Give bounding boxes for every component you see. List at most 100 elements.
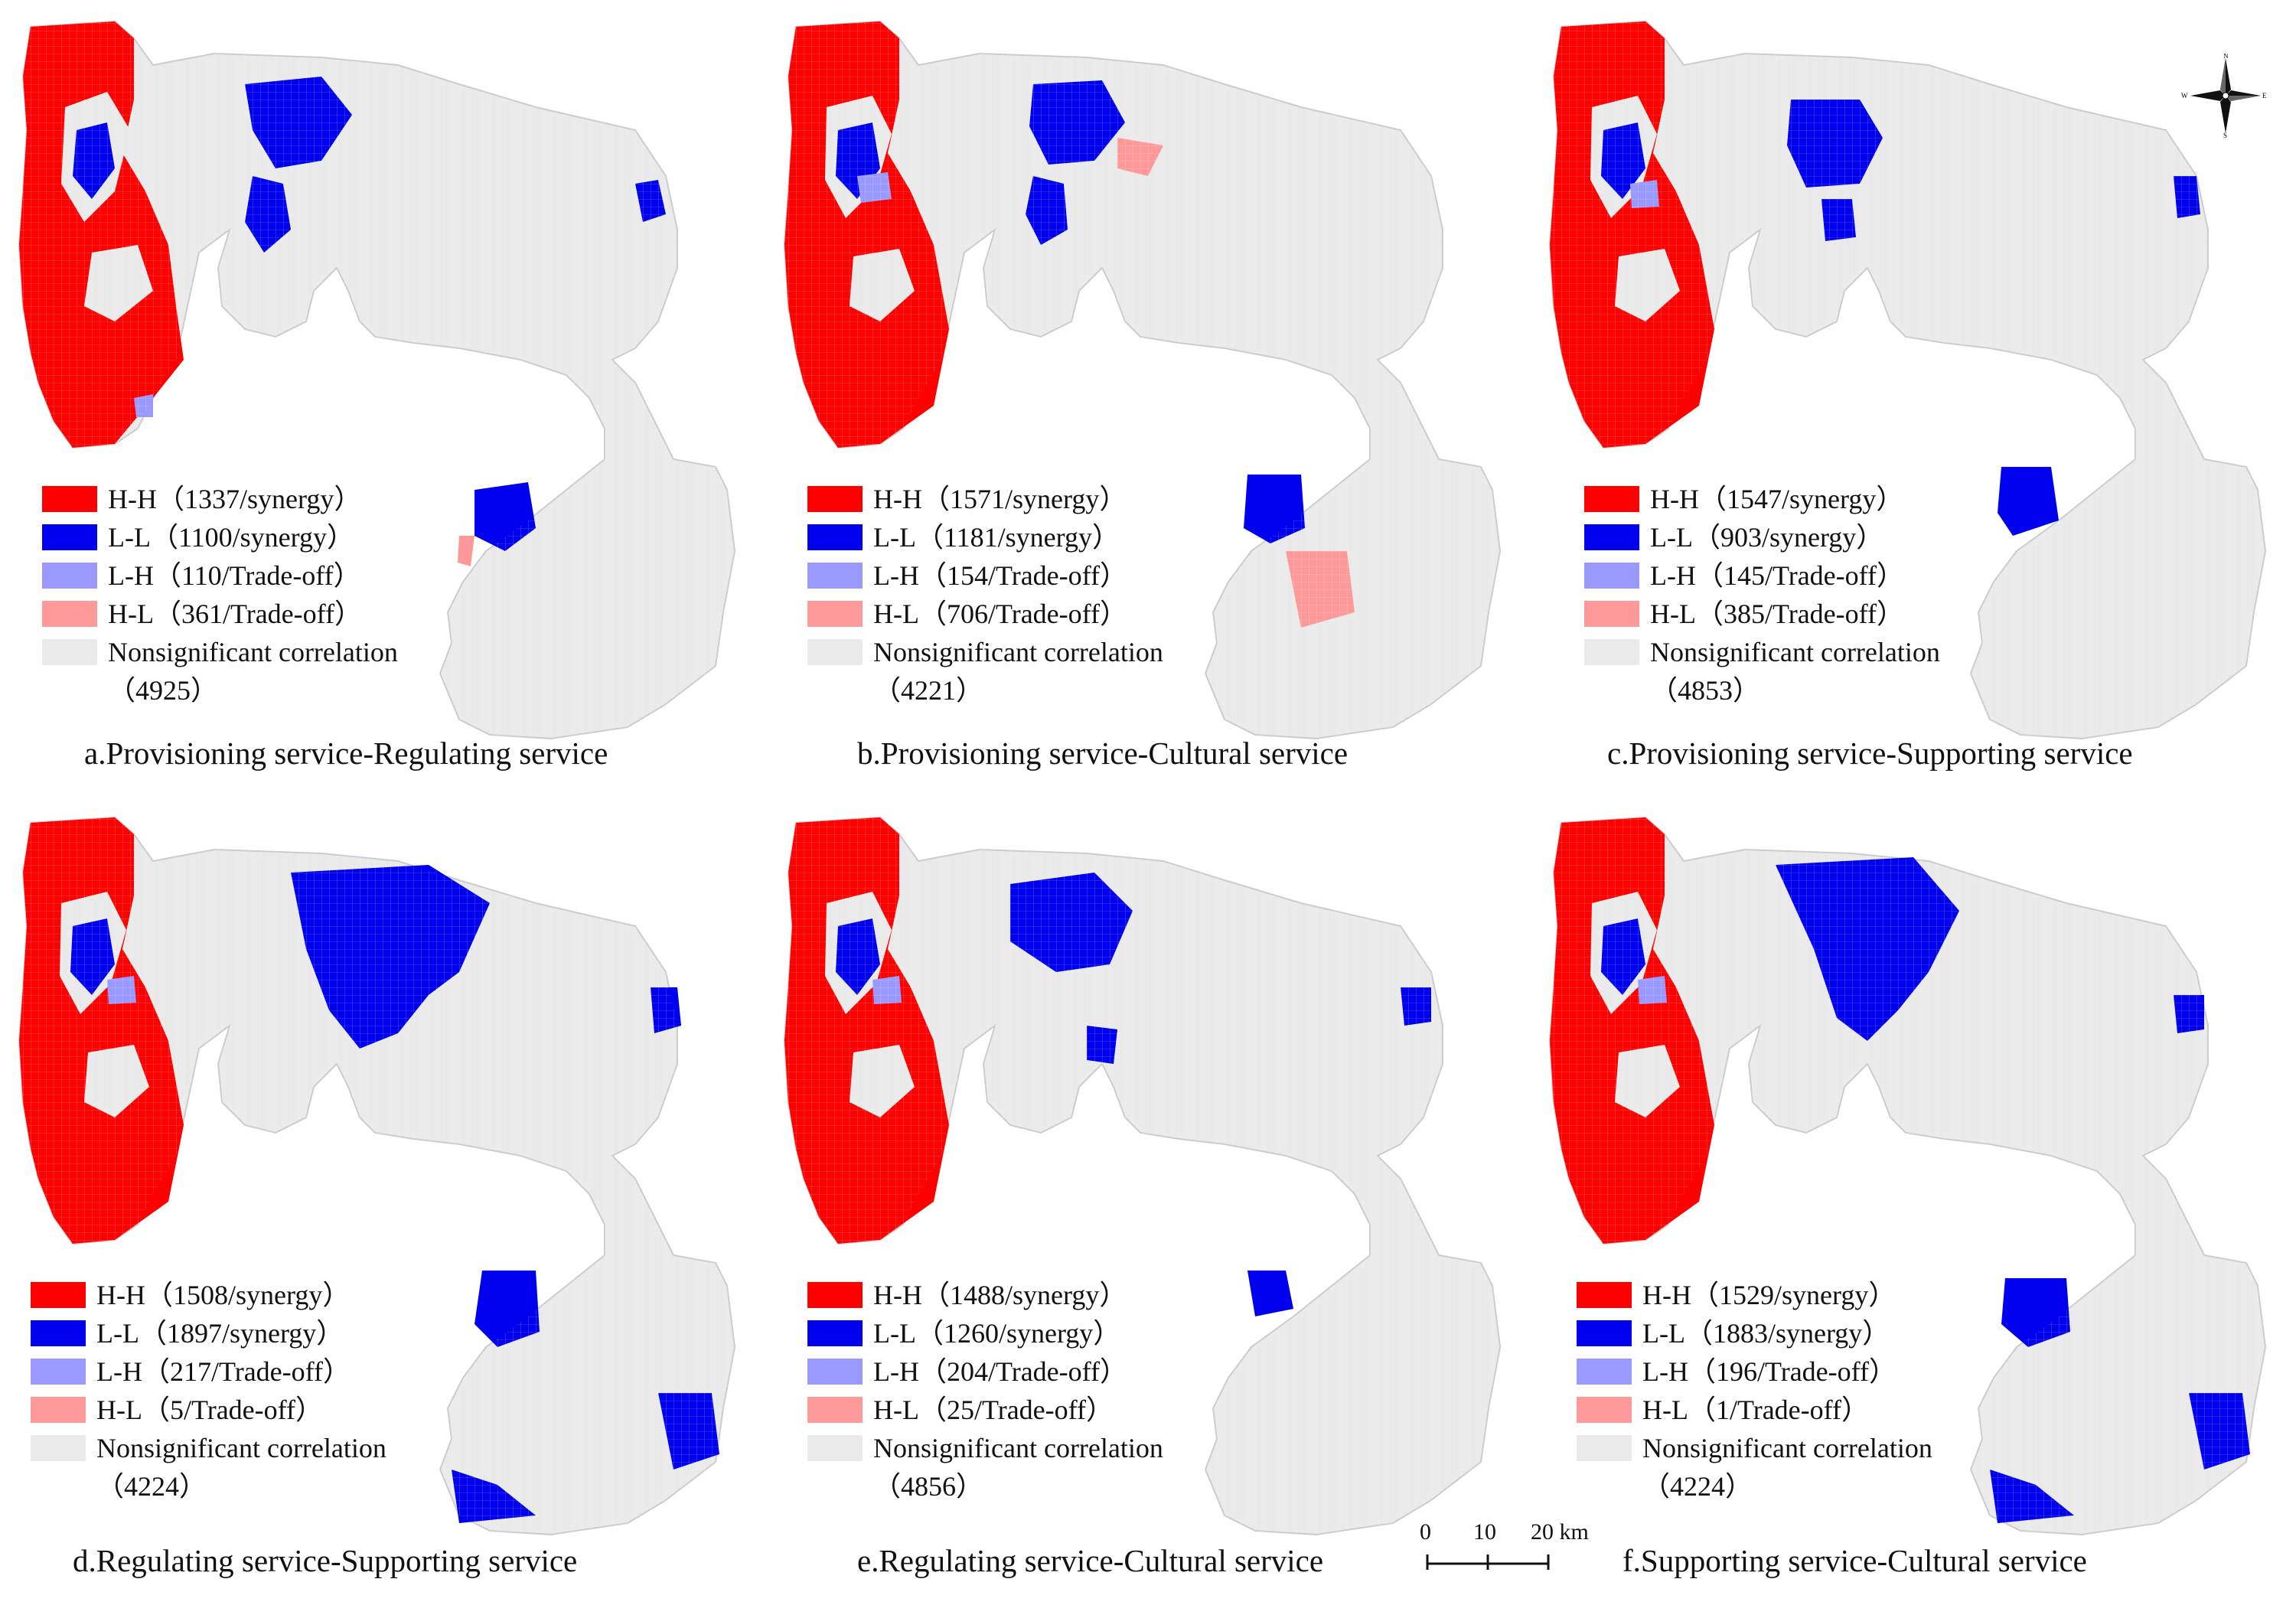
legend-label-lh: L-H（217/Trade-off） — [96, 1356, 351, 1387]
legend-item-hl: H-L（1/Trade-off） — [1577, 1391, 1932, 1429]
map-legend: H-H（1337/synergy） L-L（1100/synergy） L-H（11… — [42, 480, 398, 710]
legend-label-ll: L-L（1100/synergy） — [108, 522, 354, 553]
legend-swatch-hh — [807, 1282, 863, 1308]
legend-label-hl: H-L（1/Trade-off） — [1642, 1395, 1869, 1425]
map-panel-a: H-H（1337/synergy） L-L（1100/synergy） L-H（11… — [0, 0, 765, 792]
legend-swatch-ns — [1584, 639, 1639, 665]
legend-swatch-lh — [1584, 563, 1639, 589]
scale-tick-10: 10 — [1473, 1519, 1496, 1545]
study-area-map — [1548, 20, 2267, 740]
legend-item-hl: H-L（706/Trade-off） — [807, 595, 1163, 633]
legend-nonsignificant-count: （4925） — [108, 675, 219, 706]
map-legend: H-H（1488/synergy） L-L（1260/synergy） L-H（20… — [807, 1276, 1163, 1506]
legend-label-hl: H-L（385/Trade-off） — [1650, 599, 1904, 629]
panel-caption: a.Provisioning service-Regulating servic… — [84, 736, 608, 771]
legend-swatch-ll — [1584, 524, 1639, 550]
legend-label-ns: Nonsignificant correlation — [1650, 637, 1940, 667]
panel-caption: e.Regulating service-Cultural service — [857, 1543, 1324, 1578]
scale-tick-20: 20 km — [1531, 1519, 1589, 1545]
map-panel-f: H-H（1529/synergy） L-L（1883/synergy） L-H（19… — [1531, 796, 2296, 1588]
legend-label-hl: H-L（361/Trade-off） — [108, 599, 362, 629]
map-panel-e: H-H（1488/synergy） L-L（1260/synergy） L-H（20… — [765, 796, 1531, 1588]
legend-label-lh: L-H（110/Trade-off） — [108, 560, 361, 591]
map-panel-d: H-H（1508/synergy） L-L（1897/synergy） L-H（21… — [0, 796, 765, 1588]
study-area-map — [18, 20, 736, 740]
legend-label-ns: Nonsignificant correlation — [96, 1433, 386, 1463]
legend-nonsignificant-count: （4856） — [873, 1471, 984, 1502]
legend-label-hh: H-H（1488/synergy） — [873, 1280, 1127, 1310]
legend-label-ns: Nonsignificant correlation — [108, 637, 398, 667]
legend-nonsignificant-count: （4224） — [96, 1471, 207, 1502]
legend-swatch-hh — [42, 486, 97, 512]
study-area-map — [783, 20, 1502, 740]
map-legend: H-H（1571/synergy） L-L（1181/synergy） L-H（15… — [807, 480, 1163, 710]
legend-nonsignificant-count: （4224） — [1642, 1471, 1753, 1502]
legend-swatch-lh — [42, 563, 97, 589]
scale-bar: 0 10 20 km — [1420, 1519, 1611, 1581]
legend-swatch-hl — [807, 1397, 863, 1423]
legend-swatch-hl — [31, 1397, 86, 1423]
legend-label-ll: L-L（1181/synergy） — [873, 522, 1120, 553]
legend-item-ll: L-L（1181/synergy） — [807, 518, 1163, 556]
legend-item-ns: Nonsignificant correlation — [42, 633, 398, 671]
legend-label-ll: L-L（1260/synergy） — [873, 1318, 1121, 1349]
legend-label-lh: L-H（196/Trade-off） — [1642, 1356, 1896, 1387]
legend-label-ns: Nonsignificant correlation — [873, 637, 1163, 667]
legend-label-hl: H-L（5/Trade-off） — [96, 1395, 323, 1425]
legend-swatch-ns — [1577, 1435, 1632, 1461]
study-area-map — [1548, 816, 2267, 1536]
legend-item-ns: Nonsignificant correlation — [1584, 633, 1940, 671]
legend-item-hh: H-H（1337/synergy） — [42, 480, 398, 518]
legend-item-hh: H-H（1488/synergy） — [807, 1276, 1163, 1314]
legend-item-ll: L-L（1260/synergy） — [807, 1314, 1163, 1352]
legend-item-lh: L-H（204/Trade-off） — [807, 1352, 1163, 1391]
legend-label-ll: L-L（1883/synergy） — [1642, 1318, 1890, 1349]
legend-nonsignificant-count: （4853） — [1650, 675, 1761, 706]
legend-label-hh: H-H（1508/synergy） — [96, 1280, 351, 1310]
map-legend: H-H（1508/synergy） L-L（1897/synergy） L-H（21… — [31, 1276, 386, 1506]
legend-item-hh: H-H（1571/synergy） — [807, 480, 1163, 518]
study-area-map — [18, 816, 736, 1536]
legend-label-ns: Nonsignificant correlation — [873, 1433, 1163, 1463]
legend-item-hl: H-L（385/Trade-off） — [1584, 595, 1940, 633]
legend-swatch-hl — [42, 601, 97, 627]
legend-swatch-hl — [807, 601, 863, 627]
legend-item-hl: H-L（25/Trade-off） — [807, 1391, 1163, 1429]
legend-swatch-ll — [807, 1320, 863, 1346]
legend-swatch-hh — [1584, 486, 1639, 512]
legend-swatch-ns — [42, 639, 97, 665]
legend-swatch-ns — [807, 639, 863, 665]
legend-item-ll: L-L（903/synergy） — [1584, 518, 1940, 556]
svg-text:S: S — [2223, 132, 2227, 138]
legend-label-lh: L-H（145/Trade-off） — [1650, 560, 1904, 591]
legend-item-hh: H-H（1547/synergy） — [1584, 480, 1940, 518]
legend-item-lh: L-H（145/Trade-off） — [1584, 556, 1940, 595]
legend-label-lh: L-H（204/Trade-off） — [873, 1356, 1127, 1387]
legend-item-ns: Nonsignificant correlation — [807, 633, 1163, 671]
panel-caption: d.Regulating service-Supporting service — [73, 1543, 578, 1578]
cluster-hl-patch — [458, 536, 475, 566]
legend-swatch-lh — [807, 563, 863, 589]
legend-item-lh: L-H（154/Trade-off） — [807, 556, 1163, 595]
legend-item-ll: L-L（1883/synergy） — [1577, 1314, 1932, 1352]
legend-label-hl: H-L（25/Trade-off） — [873, 1395, 1114, 1425]
legend-swatch-hh — [31, 1282, 86, 1308]
study-area-map — [783, 816, 1502, 1536]
legend-swatch-lh — [1577, 1359, 1632, 1385]
legend-item-ns: Nonsignificant correlation — [807, 1429, 1163, 1467]
legend-item-lh: L-H（217/Trade-off） — [31, 1352, 386, 1391]
legend-item-ll: L-L（1897/synergy） — [31, 1314, 386, 1352]
legend-swatch-ns — [807, 1435, 863, 1461]
legend-swatch-lh — [807, 1359, 863, 1385]
legend-swatch-hl — [1577, 1397, 1632, 1423]
map-legend: H-H（1547/synergy） L-L（903/synergy） L-H（145… — [1584, 480, 1940, 710]
legend-swatch-hl — [1584, 601, 1639, 627]
svg-text:E: E — [2262, 92, 2267, 99]
legend-item-ll: L-L（1100/synergy） — [42, 518, 398, 556]
svg-text:N: N — [2223, 54, 2229, 60]
legend-swatch-hh — [1577, 1282, 1632, 1308]
legend-item-hh: H-H（1508/synergy） — [31, 1276, 386, 1314]
north-arrow-icon: N S E W — [2180, 52, 2272, 139]
cluster-ll-patch — [1247, 1271, 1293, 1316]
panel-caption: f.Supporting service-Cultural service — [1623, 1543, 2087, 1578]
